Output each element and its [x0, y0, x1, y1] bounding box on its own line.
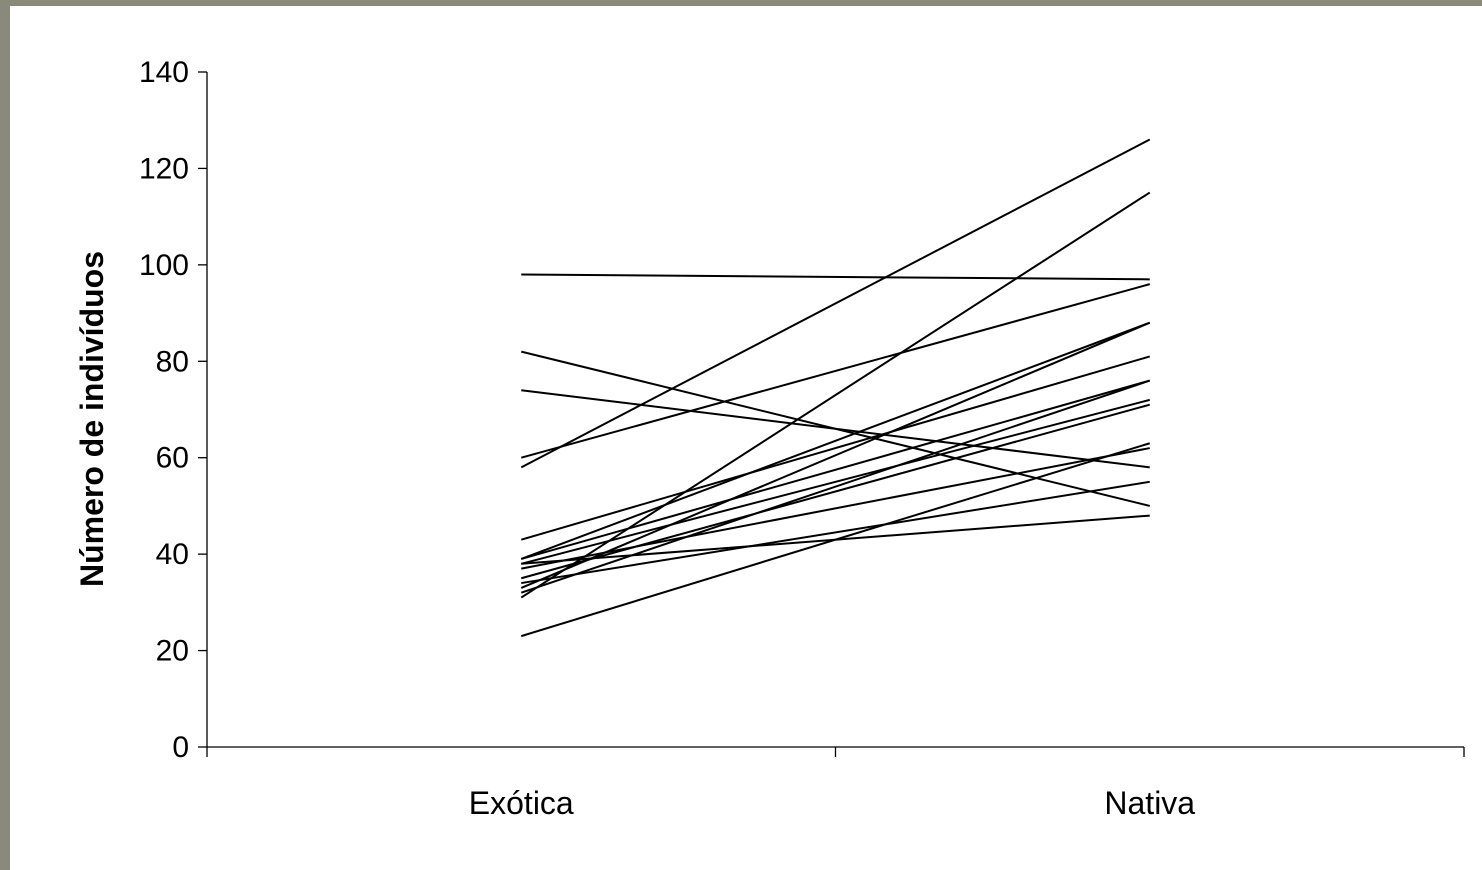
- y-tick-label: 140: [139, 56, 189, 89]
- x-tick-label: Exótica: [469, 785, 574, 821]
- y-tick-label: 80: [156, 345, 189, 378]
- chart-panel: 0 20 40 60 80 100 120 140 Exótica Nativa Número d…: [10, 6, 1482, 870]
- axes: [198, 72, 1464, 757]
- y-tick-label: 0: [172, 731, 189, 764]
- y-tick-label: 100: [139, 249, 189, 282]
- line-chart: 0 20 40 60 80 100 120 140 Exótica Nativa Número d…: [10, 6, 1482, 870]
- y-tick-label: 120: [139, 152, 189, 185]
- series-line-16: [521, 193, 1150, 598]
- series-line-1: [521, 275, 1150, 280]
- series-line-5: [521, 140, 1150, 468]
- series-line-15: [521, 381, 1150, 593]
- series-line-6: [521, 356, 1150, 539]
- y-tick-label: 20: [156, 635, 189, 668]
- series-line-11: [521, 448, 1150, 569]
- x-tick-label: Nativa: [1104, 785, 1195, 821]
- y-tick-label: 40: [156, 538, 189, 571]
- y-tick-label: 60: [156, 442, 189, 475]
- y-axis-label: Número de indivíduos: [74, 251, 110, 587]
- labels-layer: 0 20 40 60 80 100 120 140 Exótica Nativa: [139, 56, 1195, 821]
- series-layer: [521, 140, 1150, 637]
